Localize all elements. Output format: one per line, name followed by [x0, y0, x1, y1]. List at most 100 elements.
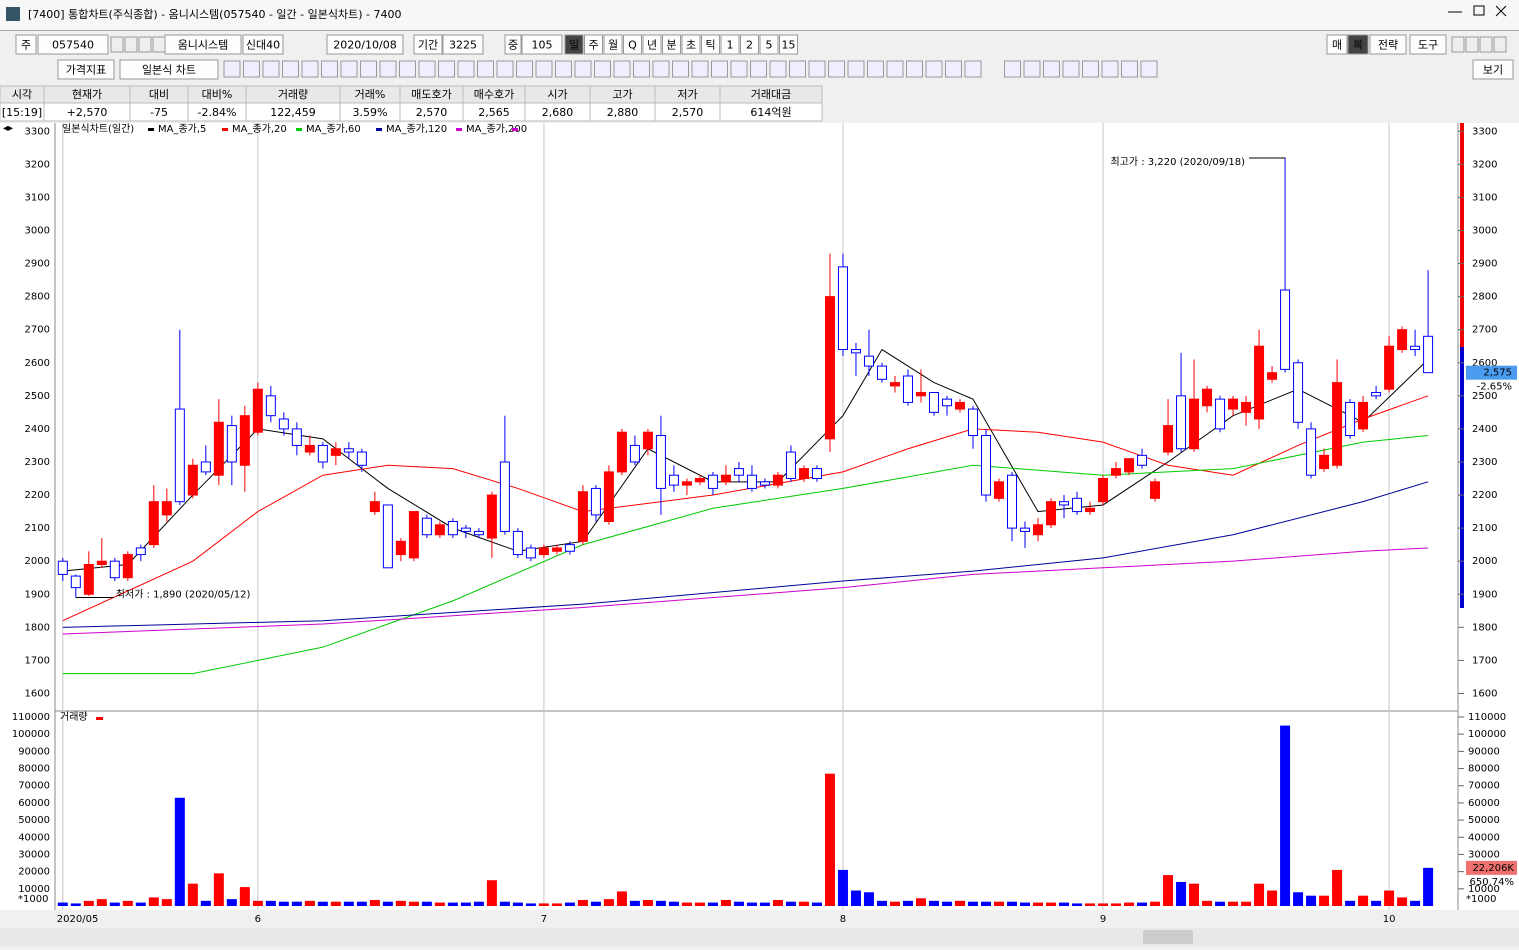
tool-icon[interactable]	[614, 61, 630, 77]
volume-tag-label: 22,206K	[1472, 863, 1514, 874]
tool-icon[interactable]	[731, 61, 747, 77]
tool-icon[interactable]	[1005, 61, 1021, 77]
tool-icon[interactable]	[946, 61, 962, 77]
tool-icon[interactable]	[341, 61, 357, 77]
volume-bar	[1111, 903, 1121, 906]
tool-icon[interactable]	[1122, 61, 1138, 77]
tool-icon[interactable]	[712, 61, 728, 77]
tool-icon[interactable]	[575, 61, 591, 77]
chart-type-select-label: 일본식 차트	[142, 63, 196, 77]
scroll-thumb[interactable]	[1143, 930, 1193, 944]
volume-tick-label: 20000	[18, 867, 50, 878]
tool-icon[interactable]	[458, 61, 474, 77]
tool-icon[interactable]	[361, 61, 377, 77]
tool-icon[interactable]	[868, 61, 884, 77]
tool-icon[interactable]	[125, 37, 137, 52]
tool-icon[interactable]	[1083, 61, 1099, 77]
volume-bar	[253, 901, 263, 906]
tool-icon[interactable]	[111, 37, 123, 52]
tool-icon[interactable]	[1494, 37, 1506, 52]
candle-body	[799, 469, 808, 479]
y2-tick-label: 2800	[1472, 292, 1497, 303]
x-tick-label: 6	[255, 914, 261, 925]
candle-body	[942, 399, 951, 406]
tool-icon[interactable]	[595, 61, 611, 77]
tool-icon[interactable]	[809, 61, 825, 77]
tool-icon[interactable]	[653, 61, 669, 77]
scroll-bar[interactable]	[0, 928, 1519, 946]
price-tag-label: 2,575	[1483, 368, 1512, 379]
tool-icon[interactable]	[1044, 61, 1060, 77]
candle-body	[1203, 389, 1212, 406]
tool-icon[interactable]	[244, 61, 260, 77]
tool-icon[interactable]	[770, 61, 786, 77]
tool-icon[interactable]	[673, 61, 689, 77]
tool-icon[interactable]	[887, 61, 903, 77]
tool-icon[interactable]	[848, 61, 864, 77]
candle-body	[448, 521, 457, 534]
tool-icon[interactable]	[139, 37, 151, 52]
candle-body	[422, 518, 431, 535]
candle-body	[1008, 475, 1017, 528]
tool-icon[interactable]	[907, 61, 923, 77]
tool-icon[interactable]	[1466, 37, 1478, 52]
volume-tick-label: 40000	[18, 832, 50, 843]
legend-swatch	[222, 128, 228, 131]
y2-tick-label: 2100	[1472, 523, 1497, 534]
tool-icon[interactable]	[153, 37, 165, 52]
tool-icon[interactable]	[1480, 37, 1492, 52]
tool-icon[interactable]	[302, 61, 318, 77]
volume-bar	[487, 880, 497, 906]
candle-body	[1255, 346, 1264, 419]
volume-bar	[97, 899, 107, 906]
volume-bar	[773, 900, 783, 906]
volume-bar	[825, 774, 835, 906]
tool-icon[interactable]	[478, 61, 494, 77]
candle-body	[617, 432, 626, 472]
tool-icon[interactable]	[1141, 61, 1157, 77]
volume-bar	[279, 902, 289, 906]
volume-bar	[136, 903, 146, 906]
tool-icon[interactable]	[380, 61, 396, 77]
volume-bar	[1371, 901, 1381, 906]
tool-icon[interactable]	[497, 61, 513, 77]
candle-body	[162, 502, 171, 515]
tool-icon[interactable]	[556, 61, 572, 77]
tool-icon[interactable]	[224, 61, 240, 77]
tool-icon[interactable]	[692, 61, 708, 77]
tool-icon[interactable]	[439, 61, 455, 77]
tool-icon[interactable]	[829, 61, 845, 77]
tool-icon[interactable]	[790, 61, 806, 77]
tool-icon[interactable]	[283, 61, 299, 77]
tool-icon[interactable]	[322, 61, 338, 77]
candle-body	[760, 482, 769, 485]
candle-body	[981, 436, 990, 496]
volume-bar	[578, 900, 588, 906]
tool-icon[interactable]	[926, 61, 942, 77]
tool-icon[interactable]	[419, 61, 435, 77]
volume-bar	[760, 903, 770, 906]
tool-icon[interactable]	[1024, 61, 1040, 77]
tool-icon[interactable]	[1063, 61, 1079, 77]
tool-icon[interactable]	[517, 61, 533, 77]
volume-bar	[1189, 884, 1199, 906]
tool-icon[interactable]	[536, 61, 552, 77]
tool-icon[interactable]	[634, 61, 650, 77]
volume-change: 650.74%	[1470, 877, 1515, 888]
price-range-down	[1460, 347, 1464, 608]
tool-icon[interactable]	[1102, 61, 1118, 77]
info-header: 거래대금	[751, 88, 791, 101]
volume-bar	[708, 903, 718, 906]
tool-icon[interactable]	[1452, 37, 1464, 52]
candle-body	[240, 416, 249, 466]
candle-body	[136, 548, 145, 555]
tool-icon[interactable]	[400, 61, 416, 77]
tool-icon[interactable]	[751, 61, 767, 77]
y-tick-label: 1700	[25, 655, 50, 666]
info-header: 시각	[12, 88, 32, 101]
tool-icon[interactable]	[965, 61, 981, 77]
tool-icon[interactable]	[263, 61, 279, 77]
y-tick-label: 1600	[25, 688, 50, 699]
candle-body	[708, 475, 717, 488]
volume-bar	[1137, 903, 1147, 906]
